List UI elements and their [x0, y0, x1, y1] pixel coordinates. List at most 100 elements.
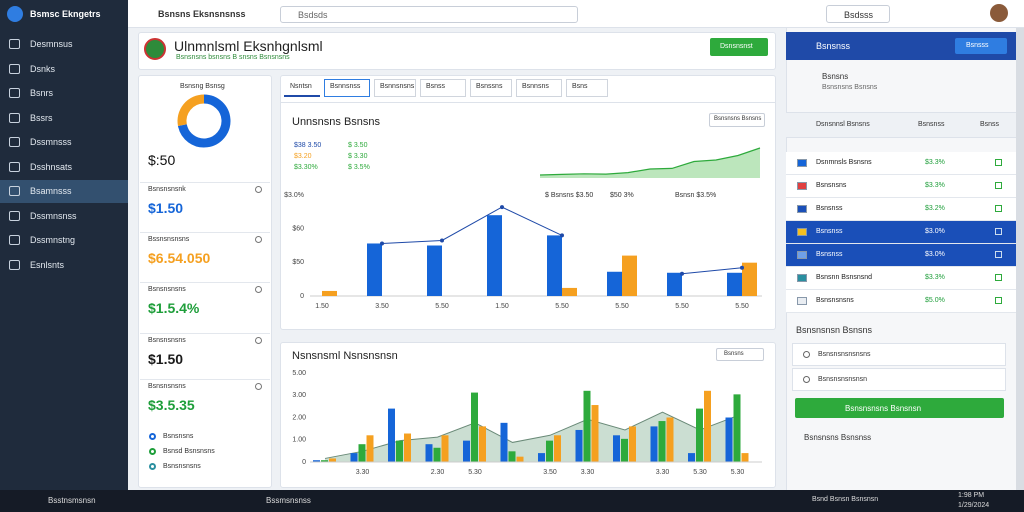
bar	[688, 453, 695, 462]
menu-icon	[9, 88, 20, 98]
y-tick-label: $60	[292, 226, 304, 233]
row-icon	[797, 182, 807, 190]
bar	[427, 245, 442, 296]
stat-label: Bssnsnsnsns	[148, 236, 190, 243]
bar	[471, 392, 478, 462]
y-tick-label: 5.00	[292, 370, 306, 377]
tab-label: Nsntsn	[290, 83, 312, 90]
bar	[367, 243, 382, 296]
panel-button[interactable]	[955, 38, 1007, 54]
menu-item[interactable]: Desmnsus	[30, 39, 73, 49]
stat-divider	[140, 282, 270, 283]
row-check	[995, 182, 1002, 189]
menu-item[interactable]: Dsnks	[30, 63, 56, 74]
bar	[546, 440, 553, 462]
table-row[interactable]	[786, 152, 1016, 175]
menu-item[interactable]: Bsamnsss	[30, 186, 72, 196]
scrollbar[interactable]	[1016, 28, 1024, 490]
option-label: Bsnsnsnsnsnsns	[818, 351, 871, 358]
tab[interactable]	[470, 79, 512, 97]
y-tick-label: 3.00	[292, 392, 306, 399]
x-tick-label: 1.50	[315, 303, 329, 310]
tab[interactable]	[516, 79, 562, 97]
menu-item[interactable]: Bsnrs	[30, 88, 54, 98]
avatar[interactable]	[990, 4, 1008, 22]
account-box[interactable]	[826, 5, 890, 23]
table-row[interactable]	[786, 267, 1016, 290]
search-box[interactable]	[280, 6, 578, 23]
action-button[interactable]	[795, 398, 1004, 418]
bar	[404, 433, 411, 462]
stat-value: $1.5.4%	[148, 300, 200, 316]
stat-info	[255, 286, 262, 293]
chart-note: $3.20	[294, 153, 312, 160]
menu-item[interactable]: Esnlsnts	[30, 259, 65, 270]
table-row[interactable]	[786, 244, 1016, 267]
row-name: Dsnmnsls Bsnsns	[816, 159, 872, 166]
chart-note: $ 3.30	[348, 153, 368, 160]
panel-user-sub: Bsnsnsns Bsnsns	[822, 84, 878, 91]
radio	[803, 376, 810, 383]
bar	[547, 235, 562, 296]
tab-label: Bsnnsnss	[330, 83, 361, 90]
bar	[433, 447, 441, 462]
row-name: Bsnsnss	[816, 205, 843, 212]
bar	[441, 435, 449, 462]
menu-icon	[9, 235, 20, 245]
option-row[interactable]	[792, 368, 1006, 391]
stat-label: Bsnsnsnsns	[148, 337, 186, 344]
row-icon	[797, 228, 807, 236]
menu-item[interactable]: Dssmnsnss	[30, 210, 77, 221]
menu-item[interactable]: Dssmnstng	[30, 235, 76, 245]
option-label: Bsnsnsnsnsnsn	[818, 376, 868, 383]
line-point	[680, 271, 684, 276]
legend-item: Bsnsnsns	[163, 433, 194, 440]
donut-segment	[177, 94, 231, 148]
table-row[interactable]	[786, 290, 1016, 313]
option-row[interactable]	[792, 343, 1006, 366]
x-tick-label: 5.30	[468, 469, 482, 476]
panel-user: Bsnsns	[822, 72, 849, 81]
second-filter-box[interactable]	[716, 348, 764, 361]
filter: Bsnsnsns Bsnsns	[714, 116, 762, 122]
x-tick-label: 5.30	[693, 469, 707, 476]
menu-icon	[9, 137, 20, 147]
workspace[interactable]: Bsnsns Eksnsnsnss	[158, 9, 246, 19]
line-point	[560, 233, 564, 238]
taskbar-search[interactable]: Bsstnsmsnsn	[48, 496, 96, 505]
table-row[interactable]	[786, 175, 1016, 198]
bar	[516, 456, 524, 462]
menu-item[interactable]: Dsshnsats	[30, 161, 73, 172]
header-subtitle: Bsnsnsns bsnsns B snsns Bsnsnsns	[176, 54, 290, 61]
line	[381, 206, 563, 244]
tab[interactable]	[374, 79, 416, 97]
menu-active[interactable]	[0, 180, 128, 203]
taskbar-app[interactable]: Bssmsnsnss	[266, 496, 311, 505]
header-button[interactable]	[710, 38, 768, 56]
row-icon	[797, 297, 807, 305]
legend-item: Bsnsd Bsnsnsns	[163, 448, 215, 455]
table-row[interactable]	[786, 198, 1016, 221]
y-tick-label: $50	[292, 259, 304, 266]
stat-info	[255, 383, 262, 390]
tab[interactable]	[284, 79, 320, 97]
table-row[interactable]	[786, 221, 1016, 244]
tab[interactable]	[420, 79, 466, 97]
column-header: Dsnsnnsl Bsnsns	[816, 121, 870, 128]
x-tick-label: 5.50	[735, 303, 749, 310]
column-header: Bsnsnss	[918, 121, 945, 128]
menu-item[interactable]: Bssrs	[30, 112, 53, 123]
menu-item[interactable]: Dssmnsss	[30, 137, 72, 147]
tab-active[interactable]	[324, 79, 370, 97]
bar	[479, 426, 486, 462]
tab[interactable]	[566, 79, 608, 97]
table-head	[786, 112, 1016, 138]
stat-value: $6.54.050	[148, 250, 211, 266]
bar	[575, 429, 583, 462]
bar	[742, 262, 757, 296]
filter-box[interactable]	[709, 113, 765, 127]
bar	[538, 453, 545, 462]
